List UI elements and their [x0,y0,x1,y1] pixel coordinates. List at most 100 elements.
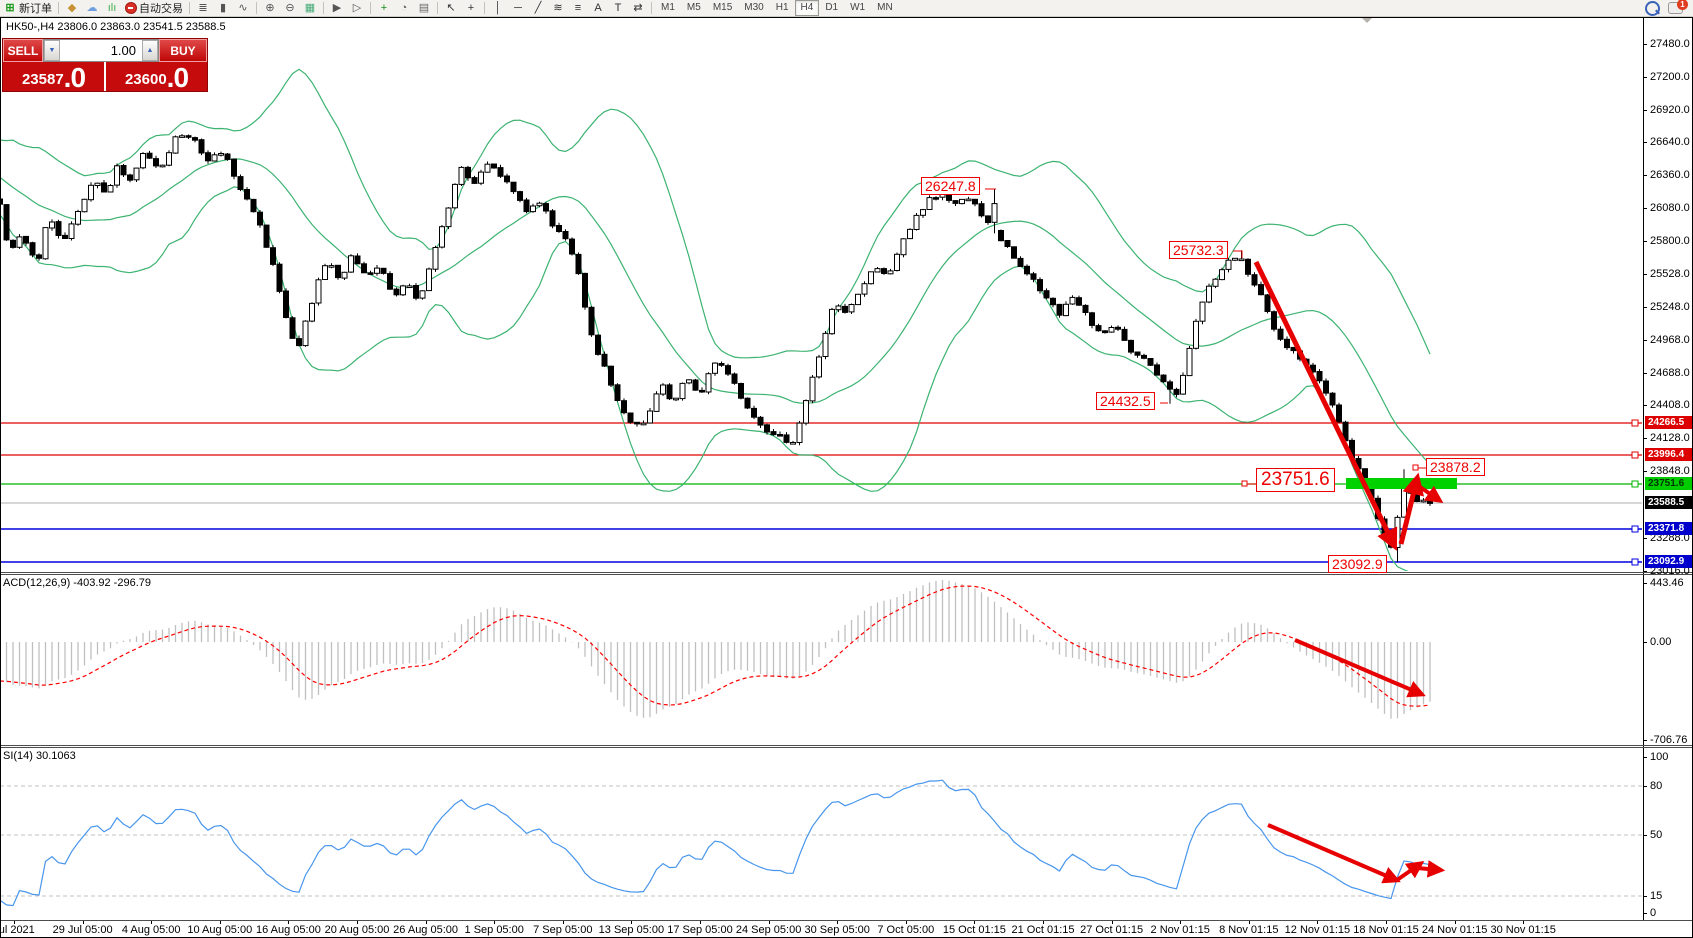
volume-input[interactable]: 1.00 [110,43,136,58]
fibo-retracement-button[interactable]: ≋ [548,1,568,16]
level-line-handle[interactable] [1631,419,1639,427]
zoom-in-button[interactable]: ⊕ [260,1,280,16]
search-icon[interactable] [1645,0,1660,16]
cursor-button[interactable]: ↖ [441,1,461,16]
price-annotation[interactable]: 26247.8 [921,177,980,195]
time-tick-mark [357,921,358,924]
volume-increase-button[interactable]: ▲ [142,40,158,61]
highlight-zone[interactable] [1346,478,1457,489]
indicators-button[interactable]: + [374,1,394,16]
macd-histogram [0,580,1431,719]
price-tick: 24408.0 [1650,399,1690,411]
ask-price[interactable]: 23600 .0 [106,62,207,92]
price-tick: 23016.0 [1650,565,1690,577]
time-axis[interactable]: Jul 2021 29 Jul 05:00 4 Aug 05:00 10 Aug 05… [0,921,1693,938]
volume-decrease-button[interactable]: ▼ [44,40,60,61]
bar-chart-button[interactable]: ≣ [193,1,213,16]
timeframe-w1[interactable]: W1 [850,2,866,13]
macd-tick-mark [1643,740,1647,741]
price-annotation[interactable]: 23751.6 [1256,468,1335,492]
rsi-tick-mark [1643,786,1647,787]
price-annotation[interactable]: 23092.9 [1328,555,1387,573]
time-label: 2 Nov 01:15 [1150,924,1210,936]
trend-arrow[interactable] [1267,823,1401,884]
toolbar-separator [370,2,371,14]
signal-button[interactable]: ılı [102,1,122,16]
timeframe-h4[interactable]: H4 [794,0,820,16]
bar-chart-icon: ≣ [198,2,208,14]
rsi-tick-mark [1643,835,1647,836]
price-annotation[interactable]: 23878.2 [1426,458,1485,476]
line-chart-button[interactable]: ∿ [233,1,253,16]
price-annotation[interactable]: 24432.5 [1096,392,1155,410]
chart-shift-button[interactable]: ▷ [347,1,367,16]
time-label: 16 Aug 05:00 [255,924,321,936]
trend-arrow[interactable] [1294,638,1426,698]
timeframe-d1[interactable]: D1 [825,2,839,13]
dock-arrow-icon[interactable] [1362,18,1372,23]
level-line-handle[interactable] [1631,558,1639,566]
timeframe-h1[interactable]: H1 [775,2,789,13]
trendline-icon: ╱ [534,2,542,14]
autoscroll-button[interactable]: ▶ [327,1,347,16]
price-level-badge: 24266.5 [1645,416,1693,429]
fibo-fan-button[interactable]: ≡ [568,1,588,16]
text-label-button[interactable]: T [608,1,628,16]
rsi-tick: 80 [1650,780,1663,792]
objects-list-button[interactable]: ⇄ [628,1,648,16]
price-tick-mark [1643,44,1647,45]
timeframe-m5[interactable]: M5 [686,2,701,13]
level-line-handle[interactable] [1631,525,1639,533]
styles-button[interactable]: ◆ [62,1,82,16]
time-label: 1 Sep 05:00 [464,924,524,936]
pane-separator[interactable] [0,745,1693,746]
sell-button[interactable]: SELL [3,39,43,62]
level-line-handle[interactable] [1631,480,1639,488]
price-tick: 23288.0 [1650,532,1690,544]
cloud-icon: ☁ [86,2,98,14]
trend-arrow[interactable] [1253,260,1398,551]
trend-arrow[interactable] [1395,860,1425,882]
zoom-out-button[interactable]: ⊖ [280,1,300,16]
annotation-leader [1233,250,1243,258]
bid-price[interactable]: 23587 .0 [3,62,104,92]
trend-arrow[interactable] [1418,485,1444,503]
time-tick-mark [631,921,633,924]
pane-separator[interactable] [0,747,1693,748]
text-button[interactable]: A [588,1,608,16]
timeframe-mn[interactable]: MN [877,2,893,13]
time-label: 30 Nov 01:15 [1490,924,1556,936]
macd-tick-mark [1643,642,1647,643]
vline-button[interactable]: │ [488,1,508,16]
toolbar-zoom-group: ⊕ ⊖ ▦ [260,0,320,16]
candlestick-button[interactable]: ▮ [213,1,233,16]
hline-button[interactable]: ─ [508,1,528,16]
trendline-button[interactable]: ╱ [528,1,548,16]
autotrade-button[interactable]: 自动交易 [122,1,186,16]
timeframe-m1[interactable]: M1 [661,2,675,13]
time-label: 17 Sep 05:00 [667,924,733,936]
level-line-handle[interactable] [1631,451,1639,459]
annotation-handle[interactable] [1241,480,1248,487]
templates-button[interactable]: ▤ [414,1,434,16]
objects-list-icon: ⇄ [633,2,643,14]
timeframe-m15[interactable]: M15 [712,2,733,13]
trend-arrow[interactable] [1416,860,1446,878]
new-order-button[interactable]: ⊞ 新订单 [0,1,55,16]
price-annotation[interactable]: 25732.3 [1169,241,1228,259]
cloud-button[interactable]: ☁ [82,1,102,16]
chat-icon[interactable]: 1 [1668,0,1688,14]
buy-button[interactable]: BUY [159,39,207,62]
annotation-handle[interactable] [1412,464,1419,471]
timeframe-m30[interactable]: M30 [744,2,764,13]
crosshair-button[interactable]: + [461,1,481,16]
periods-button[interactable]: ◔ [394,1,414,16]
time-label: Jul 2021 [0,924,35,936]
trend-arrow[interactable] [1398,472,1425,545]
toolbar-separator [256,2,257,14]
pane-separator[interactable] [0,572,1693,573]
tile-windows-button[interactable]: ▦ [300,1,320,16]
pane-separator[interactable] [0,574,1693,575]
time-label: 27 Oct 01:15 [1080,924,1144,936]
